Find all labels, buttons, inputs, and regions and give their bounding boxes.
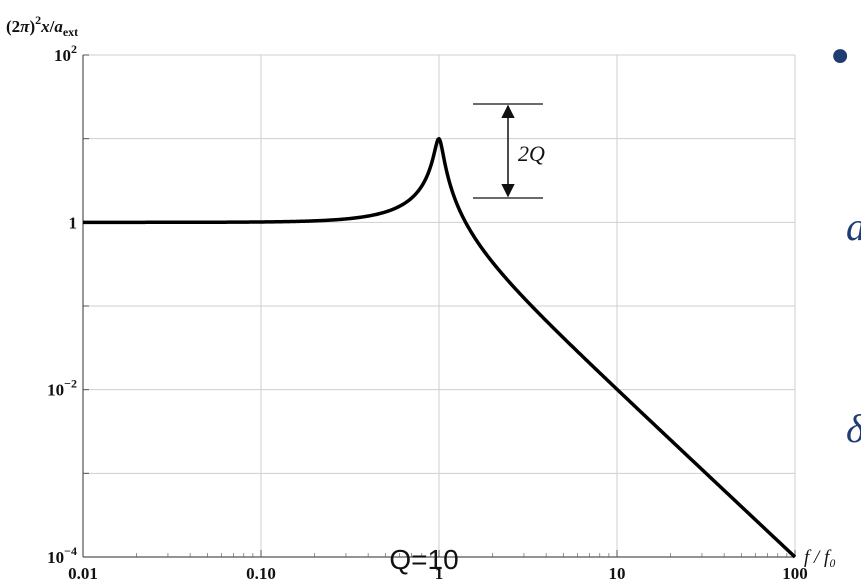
chart-caption: Q=10 xyxy=(389,544,458,575)
x-tick-label: 1 xyxy=(435,564,444,582)
y-tick-label: 102 xyxy=(54,42,77,65)
response-curve xyxy=(82,136,797,559)
slide-glyph-a: a xyxy=(846,204,861,249)
y-axis-label: (2π)2x/aext xyxy=(6,13,78,39)
x-tick-label: 10 xyxy=(609,564,626,582)
slide-glyph-delta: δ xyxy=(846,406,861,451)
grid-lines xyxy=(83,54,796,557)
x-tick-label: 0.01 xyxy=(68,564,98,582)
minor-ticks xyxy=(82,54,796,558)
y-tick-label: 10−4 xyxy=(47,544,77,567)
annotation-label: 2Q xyxy=(518,141,545,166)
y-tick-labels: 10−4 10−2 1 102 xyxy=(47,42,77,567)
y-tick-label: 1 xyxy=(69,213,78,232)
peak-annotation: 2Q xyxy=(473,103,545,199)
x-tick-label: 0.10 xyxy=(246,564,276,582)
x-axis-label: f / f₀ xyxy=(804,547,836,568)
x-tick-label: 100 xyxy=(782,564,808,582)
y-tick-label: 10−2 xyxy=(47,377,77,400)
slide-bullet: • xyxy=(826,30,854,86)
x-tick-labels: 0.01 0.10 1 10 100 xyxy=(68,564,808,582)
